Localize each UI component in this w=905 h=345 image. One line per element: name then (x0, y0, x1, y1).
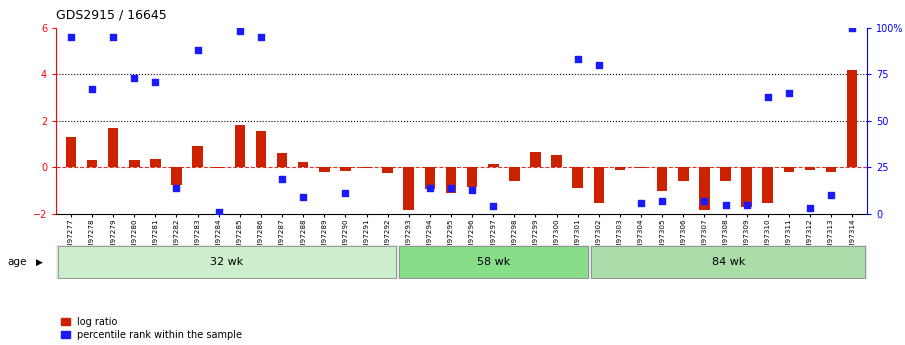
Bar (594, 167, 604, 204)
Bar (255, 131, 266, 167)
Point (634, 200, 648, 206)
Bar (805, 167, 815, 170)
Legend: log ratio, percentile rank within the sample: log ratio, percentile rank within the sa… (61, 317, 243, 340)
Point (465, 187, 480, 193)
Point (233, 29, 247, 34)
Point (169, 185, 184, 190)
Bar (383, 167, 393, 173)
Point (697, 198, 711, 204)
Text: ▶: ▶ (36, 258, 43, 267)
Point (655, 198, 670, 204)
Bar (404, 167, 414, 210)
Bar (234, 125, 245, 167)
Bar (467, 167, 478, 187)
Bar (361, 167, 372, 168)
Bar (108, 128, 119, 167)
Point (443, 185, 458, 190)
Bar (87, 160, 98, 167)
Bar (657, 167, 667, 190)
Bar (825, 167, 836, 172)
Text: 32 wk: 32 wk (210, 257, 243, 267)
Bar (150, 159, 161, 167)
Bar (58, 246, 395, 278)
Bar (784, 167, 794, 172)
Bar (699, 167, 710, 210)
Bar (66, 137, 76, 167)
Point (719, 202, 733, 207)
Bar (720, 167, 730, 181)
Point (127, 75, 141, 81)
Bar (298, 161, 309, 167)
Bar (424, 167, 435, 189)
Point (739, 202, 754, 207)
Point (803, 206, 817, 211)
Bar (678, 167, 689, 181)
Bar (551, 155, 562, 167)
Point (760, 94, 775, 99)
Point (570, 57, 585, 62)
Point (106, 34, 120, 40)
Point (85, 86, 100, 92)
Point (782, 90, 796, 96)
Bar (214, 167, 224, 168)
Point (296, 194, 310, 200)
Bar (509, 167, 519, 181)
Bar (192, 146, 203, 167)
Bar (572, 167, 583, 188)
Text: age: age (7, 257, 26, 267)
Bar (591, 246, 865, 278)
Bar (277, 153, 288, 167)
Bar (319, 167, 329, 172)
Bar (129, 160, 139, 167)
Point (486, 204, 500, 209)
Point (423, 185, 437, 190)
Bar (340, 167, 351, 171)
Bar (614, 167, 625, 170)
Bar (445, 167, 456, 193)
Text: GDS2915 / 16645: GDS2915 / 16645 (56, 9, 167, 22)
Bar (847, 69, 857, 167)
Bar (171, 167, 182, 185)
Point (63, 34, 78, 40)
Point (338, 191, 353, 196)
Point (275, 176, 290, 181)
Point (253, 34, 268, 40)
Bar (488, 164, 499, 167)
Text: 58 wk: 58 wk (477, 257, 510, 267)
Point (592, 62, 606, 68)
Text: 84 wk: 84 wk (711, 257, 745, 267)
Bar (741, 167, 752, 207)
Point (190, 47, 205, 53)
Point (845, 25, 860, 30)
Point (824, 193, 838, 198)
Point (212, 209, 226, 215)
Point (148, 79, 163, 85)
Bar (635, 167, 646, 168)
Bar (399, 246, 588, 278)
Bar (762, 167, 773, 204)
Bar (530, 152, 540, 167)
